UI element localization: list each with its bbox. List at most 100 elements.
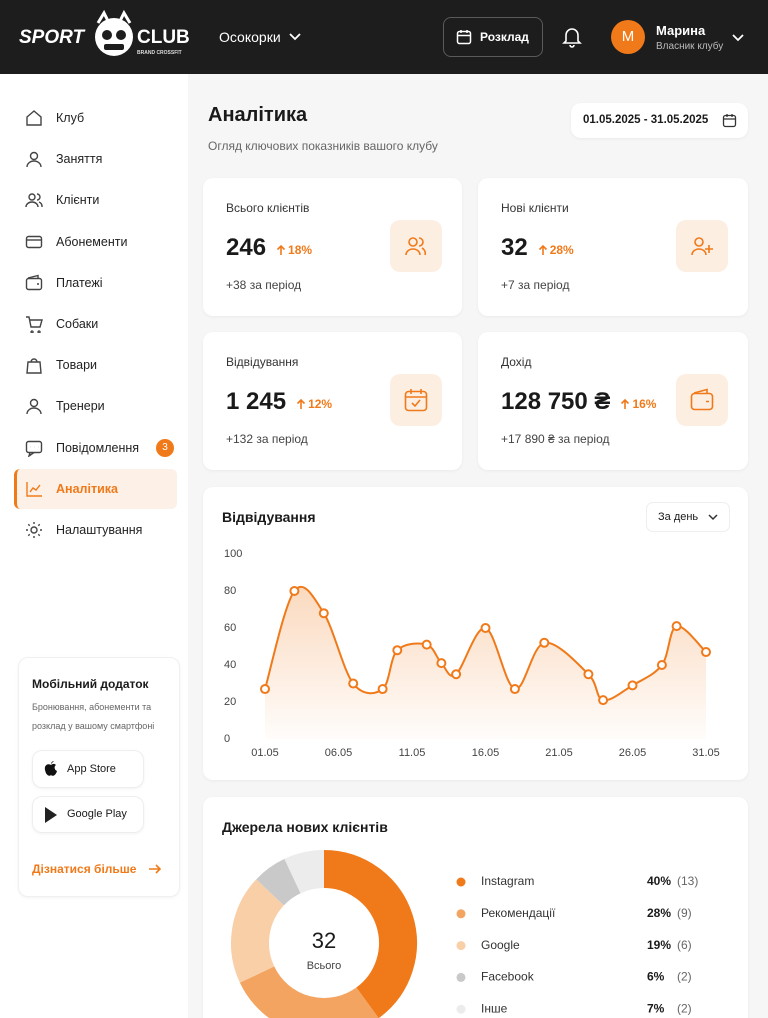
nav-label: Клієнти xyxy=(56,193,100,208)
nav-item[interactable]: Тренери xyxy=(14,386,177,426)
logo-mascot xyxy=(95,9,133,56)
nav-item[interactable]: Клієнти xyxy=(14,180,177,220)
text: 100 xyxy=(224,548,242,560)
nav-icon xyxy=(26,399,42,415)
text: 40 xyxy=(224,659,236,671)
line-chart: 0 20 40 60 80 100 01.05 06.05 11.05 16.05 21.05 26.… xyxy=(224,548,720,759)
nav-label: Клуб xyxy=(56,111,85,125)
nav-icon xyxy=(26,522,42,538)
nav-icon xyxy=(26,110,42,126)
nav-icon xyxy=(25,440,43,457)
point xyxy=(598,695,609,706)
bell-icon[interactable] xyxy=(562,26,582,48)
area xyxy=(265,586,706,739)
stat-change-value: 28% xyxy=(549,243,574,257)
text: Facebook xyxy=(481,970,535,984)
stat-change-value: 12% xyxy=(308,397,333,411)
stat-value: 32 xyxy=(501,234,528,261)
stat-label: Нові клієнти xyxy=(501,201,569,215)
nav-icon xyxy=(26,358,42,374)
point xyxy=(671,621,682,632)
period-select[interactable]: За день xyxy=(646,502,730,532)
text: 19% xyxy=(647,938,671,952)
stat-icon-svg xyxy=(405,237,427,256)
promo-title: Мобільний додаток xyxy=(32,677,149,691)
text: 16.05 xyxy=(472,747,500,759)
avatar[interactable]: M xyxy=(611,20,645,54)
promo-link[interactable]: Дізнатися більше xyxy=(32,862,137,876)
text: (13) xyxy=(677,874,698,888)
nav-item[interactable]: Абонементи xyxy=(14,222,177,262)
point xyxy=(480,623,491,633)
sources-card: Джерела нових клієнтів 32 Всього Instagram… xyxy=(203,797,748,1018)
google-play-button[interactable]: Google Play xyxy=(32,796,144,833)
nav-icon xyxy=(26,481,42,497)
text: Всього xyxy=(307,960,342,972)
point xyxy=(436,658,447,669)
date-range-button[interactable]: 01.05.2025 - 31.05.2025 xyxy=(571,103,748,138)
stat-value: 246 xyxy=(226,234,267,261)
point xyxy=(348,678,359,689)
nav-item[interactable]: Повідомлення 3 xyxy=(14,428,177,468)
app-store-label: App Store xyxy=(67,763,116,775)
text: Інше xyxy=(481,1001,508,1015)
promo-card: Мобільний додаток Бронювання, абонементи… xyxy=(18,657,180,897)
calendar-icon xyxy=(456,30,472,45)
nav-item[interactable]: Товари xyxy=(14,345,177,385)
legend-dot xyxy=(456,941,466,951)
point xyxy=(377,684,388,695)
text: 01.05 xyxy=(251,747,279,759)
apple-icon xyxy=(44,761,57,776)
nav-item[interactable]: Собаки xyxy=(14,304,177,344)
chevron-icon[interactable] xyxy=(731,31,745,45)
text: 26.05 xyxy=(619,747,647,759)
stat-note: +7 за період xyxy=(501,278,570,292)
text: (9) xyxy=(677,906,692,920)
stat-icon-svg xyxy=(690,388,714,411)
app-store-button[interactable]: App Store xyxy=(32,750,144,788)
nav-item[interactable]: Платежі xyxy=(14,263,177,303)
text: 0 xyxy=(224,733,230,745)
point xyxy=(318,608,329,619)
nav-label: Собаки xyxy=(56,317,99,331)
chart-title: Джерела нових клієнтів xyxy=(222,819,388,835)
nav-icon xyxy=(26,151,42,168)
text: 7% xyxy=(647,1001,665,1015)
point xyxy=(260,684,270,695)
nav-item[interactable]: Клуб xyxy=(14,98,177,138)
stat-icon xyxy=(676,220,728,272)
stat-icon xyxy=(390,374,442,426)
stat-note: +17 890 ₴ за період xyxy=(501,432,610,446)
text: 31.05 xyxy=(692,747,720,759)
stat-label: Дохід xyxy=(501,355,532,369)
text: 40% xyxy=(647,874,671,888)
nav-badge: 3 xyxy=(156,438,174,457)
google-play-label: Google Play xyxy=(67,808,127,820)
text: 80 xyxy=(224,585,236,597)
arrow-up-icon xyxy=(538,244,547,255)
nav-item[interactable]: Заняття xyxy=(14,139,177,179)
stat-card: Нові клієнти 32 28% +7 за період xyxy=(478,178,748,316)
location-select[interactable]: Осокорки xyxy=(219,29,281,45)
stat-label: Всього клієнтів xyxy=(226,201,310,215)
text: 06.05 xyxy=(325,747,353,759)
stat-row: 1 245 12% xyxy=(226,388,332,416)
legend-dot xyxy=(456,1004,466,1014)
donut-segment xyxy=(256,858,302,906)
nav-icon xyxy=(25,274,43,290)
stat-card: Дохід 128 750 ₴ 16% +17 890 ₴ за період xyxy=(478,332,748,470)
stat-change: 18% xyxy=(276,243,312,257)
schedule-button[interactable]: Розклад xyxy=(443,17,543,57)
nav-item[interactable]: Налаштування xyxy=(14,510,177,550)
page-subtitle: Огляд ключових показників вашого клубу xyxy=(208,139,438,153)
stat-value: 128 750 ₴ xyxy=(501,388,611,415)
nav-item[interactable]: Аналітика xyxy=(14,468,177,509)
arrow-up-icon xyxy=(621,398,630,409)
legend-dot xyxy=(456,877,466,887)
user-name: Марина xyxy=(656,23,706,38)
pie-chart: 32 Всього Instagram 40% (13) Рекомендації 28% (… xyxy=(231,850,698,1018)
text: (2) xyxy=(677,970,692,984)
stat-icon xyxy=(676,374,728,426)
